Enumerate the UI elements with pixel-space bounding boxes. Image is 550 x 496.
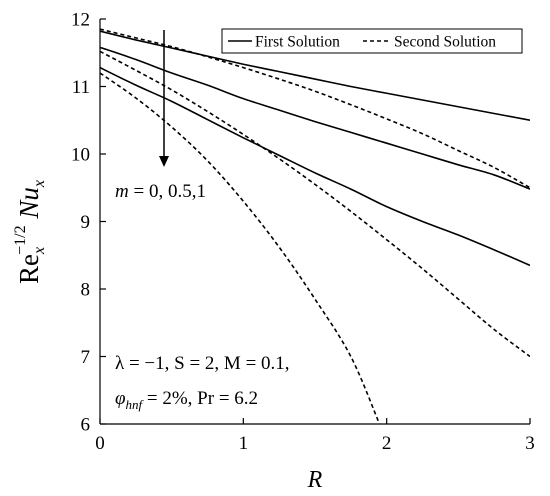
legend-first-label: First Solution [255,34,340,51]
y-tick-label: 10 [71,145,90,166]
x-tick-label: 3 [525,433,535,454]
params-line-2: φhnf = 2%, Pr = 6.2 [115,388,258,412]
series-line-second-m0_5 [100,50,530,358]
phi-symbol: φ [115,388,126,409]
y-tick-label: 8 [81,280,91,301]
series-line-second-m1 [100,72,381,424]
y-tick-label: 9 [81,212,91,233]
series-layer [100,28,530,424]
m-arrow [159,30,169,167]
m-symbol: m [115,181,129,202]
series-line-second-m0 [100,28,530,189]
x-tick-label: 2 [382,433,392,454]
params-line-1: λ = −1, S = 2, M = 0.1, [115,353,290,374]
legend-second-label: Second Solution [394,34,496,51]
x-tick-label: 0 [95,433,105,454]
series-line-first-m0 [100,30,530,122]
m-values: = 0, 0.5,1 [129,181,206,202]
y-tick-label: 11 [72,77,90,98]
m-values-label: m = 0, 0.5,1 [115,181,206,202]
series-line-first-m1 [100,66,530,267]
arrow-head [159,156,169,167]
legend: First Solution Second Solution [221,28,523,54]
x-axis-title: R [307,467,323,493]
y-tick-label: 12 [71,10,90,31]
series-line-first-m0_5 [100,46,530,190]
x-tick-label: 1 [239,433,249,454]
y-tick-label: 7 [81,347,91,368]
params-line-2-rest: = 2%, Pr = 6.2 [142,388,258,409]
phi-subscript: hnf [126,397,145,412]
y-axis-title: Rex−1/2 Nux [12,180,48,284]
y-tick-label: 6 [81,415,91,436]
